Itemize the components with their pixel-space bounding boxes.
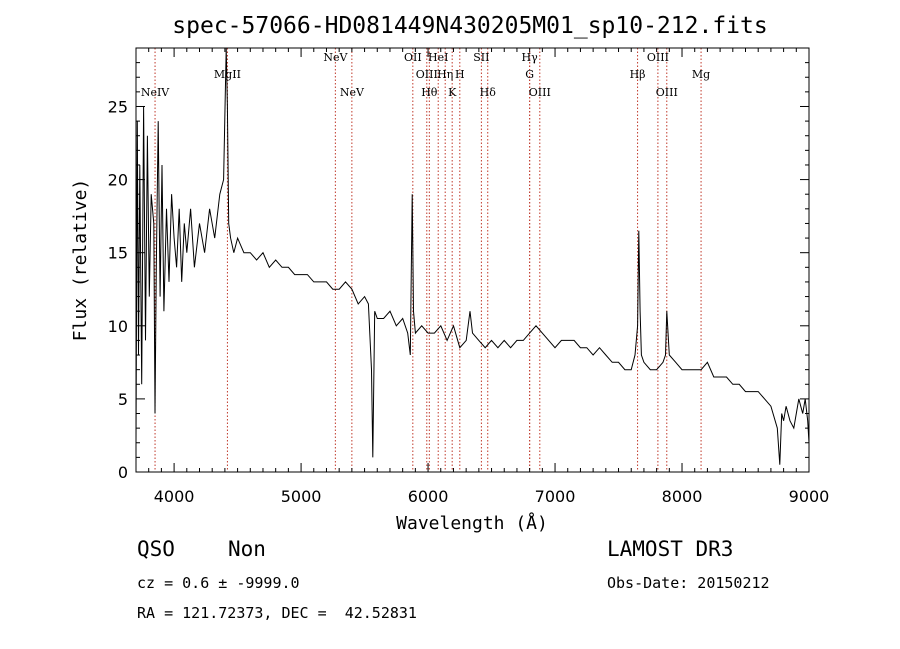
chart-title: spec-57066-HD081449N430205M01_sp10-212.f…: [172, 13, 767, 39]
line-label-3: NeV: [340, 86, 365, 99]
line-label-1: MgII: [214, 68, 241, 81]
spectral-line-markers: [154, 48, 702, 472]
x-tick-label: 4000: [154, 487, 195, 506]
object-subclass: Non: [228, 537, 266, 561]
y-axis-label: Flux (relative): [70, 179, 91, 342]
y-tick-label: 0: [118, 463, 128, 482]
x-tick-label: 6000: [408, 487, 449, 506]
line-label-2: NeV: [323, 51, 348, 64]
redshift-readout: cz = 0.6 ± -9999.0: [137, 574, 300, 592]
line-label-4: OII: [404, 51, 422, 64]
y-tick-label: 10: [108, 317, 128, 336]
x-tick-label: 7000: [535, 487, 576, 506]
line-label-18: OIII: [656, 86, 678, 99]
observation-date: Obs-Date: 20150212: [607, 574, 770, 592]
line-label-11: SII: [473, 51, 489, 64]
y-tick-label: 20: [108, 171, 128, 190]
line-label-14: G: [525, 68, 534, 81]
line-label-19: Mg: [692, 68, 710, 81]
x-tick-label: 9000: [789, 487, 830, 506]
x-tick-label: 8000: [662, 487, 703, 506]
y-axis: 0 5 10 15 20 25: [108, 47, 809, 482]
spectral-line-labels: NeIV MgII NeV NeV OII OIII Hθ HeI Hη KH SII Hδ Hγ G OI…: [141, 51, 710, 99]
object-class: QSO: [137, 537, 175, 561]
survey-name: LAMOST DR3: [607, 537, 734, 561]
line-label-6: Hθ: [421, 86, 438, 99]
line-label-7: HeI: [428, 51, 448, 64]
coordinates-readout: RA = 121.72373, DEC = 42.52831: [137, 604, 417, 622]
line-label-8: Hη: [437, 68, 453, 81]
line-label-13: Hγ: [522, 51, 539, 64]
x-axis: 4000 5000 6000 7000 8000 9000: [135, 48, 830, 506]
line-label-10: H: [455, 68, 465, 81]
spectrum-line: [135, 47, 810, 465]
line-label-0: NeIV: [141, 86, 170, 99]
line-label-12: Hδ: [480, 86, 497, 99]
x-tick-label: 5000: [281, 487, 322, 506]
x-axis-label: Wavelength (Å): [396, 512, 548, 534]
line-label-17: OIII: [647, 51, 669, 64]
y-tick-label: 25: [108, 97, 128, 116]
y-tick-label: 5: [118, 390, 128, 409]
line-label-16: Hβ: [630, 68, 646, 81]
line-label-5: OIII: [416, 68, 438, 81]
line-label-9: K: [448, 86, 457, 99]
line-label-15: OIII: [529, 86, 551, 99]
plot-frame: [135, 47, 810, 473]
y-tick-label: 15: [108, 244, 128, 263]
